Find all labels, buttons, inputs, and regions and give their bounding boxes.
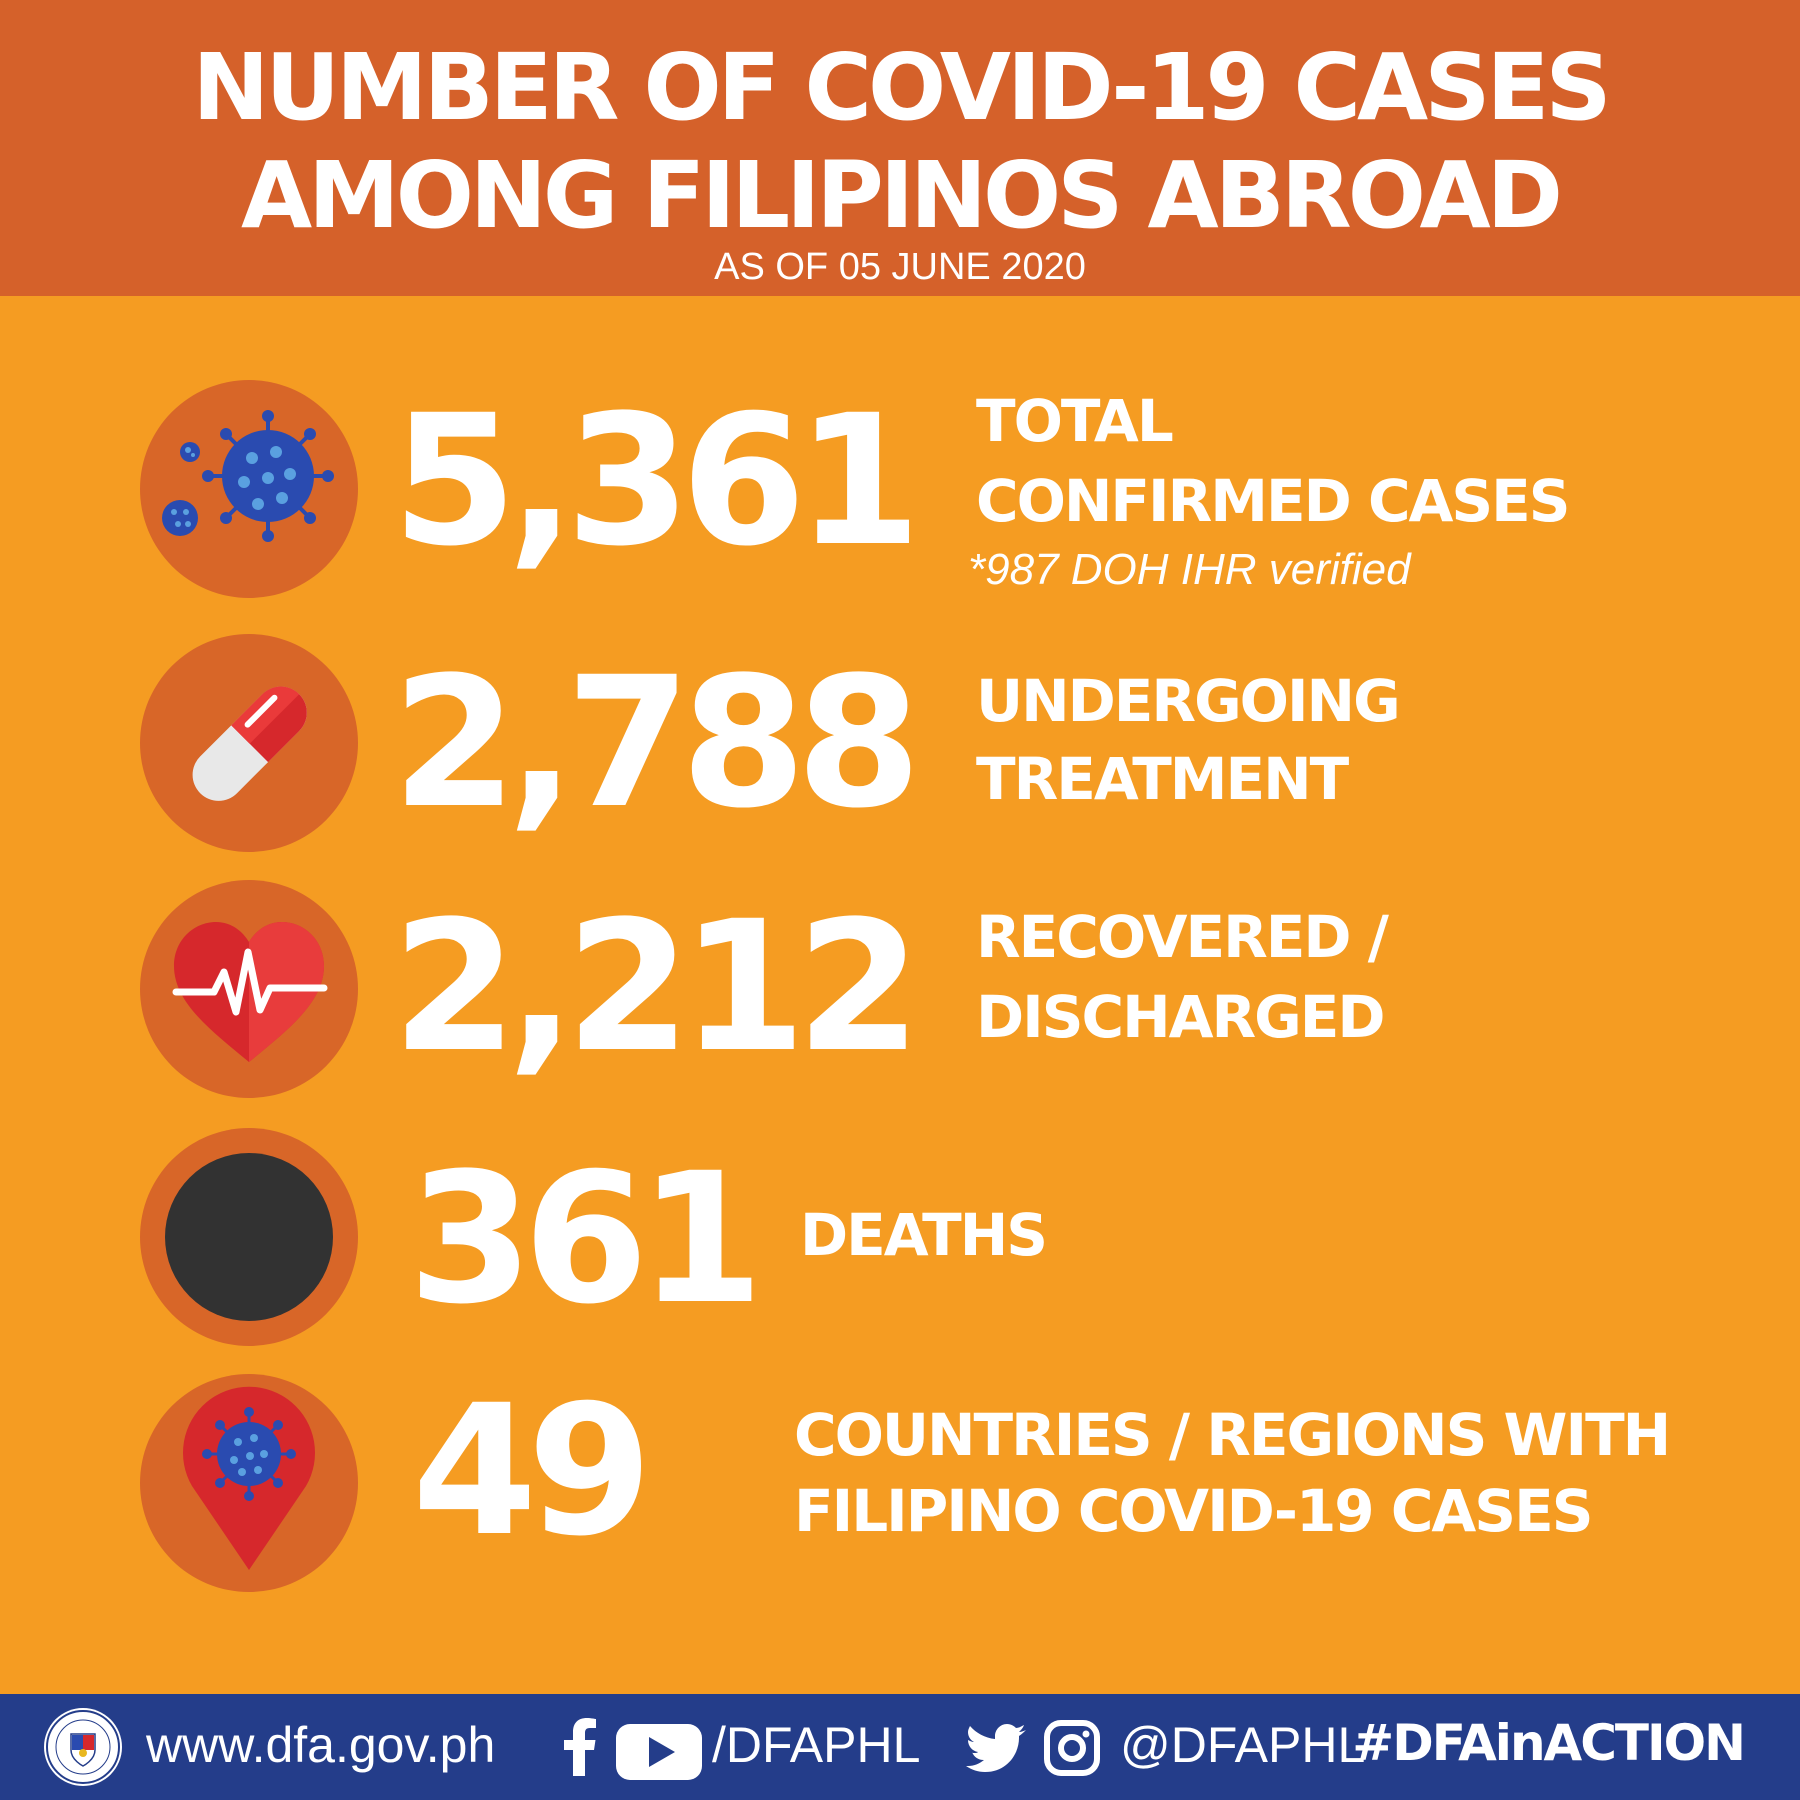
facebook-icon[interactable] <box>562 1718 598 1780</box>
dark-circle-icon <box>140 1128 358 1346</box>
recovered-label-1: RECOVERED / <box>976 903 1389 971</box>
deaths-label: DEATHS <box>800 1201 1048 1269</box>
countries-label-2: FILIPINO COVID-19 CASES <box>794 1477 1593 1545</box>
countries-value: 49 <box>412 1367 652 1576</box>
dfa-seal-logo <box>44 1708 122 1786</box>
as-of-date: AS OF 05 JUNE 2020 <box>714 246 1086 288</box>
doh-verified-note: *987 DOH IHR verified <box>968 545 1411 594</box>
footer-bar: www.dfa.gov.ph /DFAPHL @DFAPHL #DFAinACT… <box>0 1694 1800 1800</box>
header-banner: NUMBER OF COVID-19 CASES AMONG FILIPINOS… <box>0 0 1800 296</box>
fb-yt-handle[interactable]: /DFAPHL <box>712 1717 921 1773</box>
total-confirmed-label-2: CONFIRMED CASES <box>976 467 1571 535</box>
map-pin-virus-icon <box>140 1374 358 1592</box>
countries-label-1: COUNTRIES / REGIONS WITH <box>794 1401 1671 1469</box>
tw-ig-handle[interactable]: @DFAPHL <box>1120 1717 1366 1773</box>
total-confirmed-value: 5,361 <box>392 377 921 586</box>
hashtag: #DFAinACTION <box>1352 1714 1746 1772</box>
title-line-1: NUMBER OF COVID-19 CASES <box>192 34 1611 141</box>
deaths-value: 361 <box>408 1135 764 1344</box>
youtube-icon[interactable] <box>616 1724 702 1784</box>
title-line-2: AMONG FILIPINOS ABROAD <box>240 142 1563 249</box>
heartbeat-icon <box>140 880 358 1098</box>
treatment-label-1: UNDERGOING <box>976 667 1401 735</box>
treatment-label-2: TREATMENT <box>976 745 1349 813</box>
twitter-icon[interactable] <box>966 1724 1026 1778</box>
recovered-label-2: DISCHARGED <box>976 983 1386 1051</box>
recovered-value: 2,212 <box>392 883 921 1092</box>
instagram-icon[interactable] <box>1044 1720 1100 1780</box>
website-link[interactable]: www.dfa.gov.ph <box>146 1717 496 1773</box>
total-confirmed-label-1: TOTAL <box>976 387 1174 455</box>
pill-capsule-icon <box>140 634 358 852</box>
treatment-value: 2,788 <box>392 639 921 848</box>
virus-icon <box>140 380 358 598</box>
